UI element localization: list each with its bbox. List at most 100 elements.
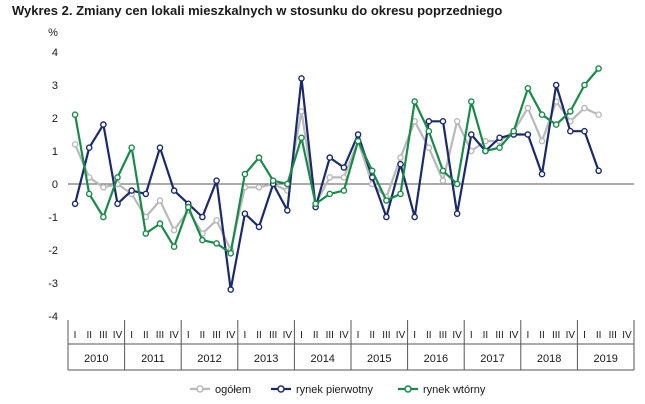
legend-label: rynek pierwotny — [296, 384, 374, 396]
quarter-tick-label: II — [313, 330, 319, 341]
data-point — [538, 137, 546, 145]
data-point — [552, 121, 560, 128]
series-layer — [71, 65, 602, 293]
legend-item: rynek wtórny — [398, 384, 486, 396]
data-point — [156, 197, 164, 204]
data-point — [213, 216, 220, 224]
data-point — [496, 134, 503, 142]
quarter-tick-label: III — [156, 330, 164, 341]
data-point — [100, 121, 107, 128]
year-tick-label: 2013 — [254, 353, 278, 365]
y-tick-label: -3 — [48, 278, 58, 290]
y-tick-label: 2 — [52, 113, 58, 125]
year-tick-label: 2019 — [593, 353, 617, 365]
data-point — [538, 170, 546, 178]
data-point — [383, 213, 390, 221]
data-point — [467, 131, 475, 138]
data-point — [524, 131, 532, 138]
year-tick-label: 2017 — [480, 353, 504, 365]
year-tick-label: 2015 — [367, 353, 391, 365]
series-rynek-wtórny — [71, 65, 602, 257]
data-point — [100, 183, 107, 191]
quarter-tick-label: I — [243, 330, 246, 341]
data-point — [439, 167, 447, 175]
quarter-tick-label: II — [483, 330, 489, 341]
quarter-tick-label: III — [326, 330, 334, 341]
data-point — [368, 167, 376, 175]
data-point — [71, 200, 79, 208]
quarter-tick-label: I — [357, 330, 360, 341]
y-tick-label: 1 — [52, 146, 58, 158]
data-point — [170, 243, 178, 250]
data-point — [411, 213, 418, 221]
data-point — [71, 111, 79, 118]
data-point — [298, 75, 305, 82]
data-point — [284, 180, 291, 188]
data-point — [425, 144, 433, 151]
data-point — [354, 137, 362, 145]
quarter-tick-label: I — [413, 330, 416, 341]
data-point — [552, 81, 560, 89]
data-point — [156, 220, 164, 227]
data-point — [142, 230, 150, 237]
data-point — [510, 127, 518, 135]
data-point — [326, 154, 334, 161]
data-point — [425, 118, 433, 125]
quarter-tick-label: I — [130, 330, 133, 341]
data-point — [467, 98, 475, 105]
data-point — [340, 174, 348, 181]
quarter-tick-label: I — [187, 330, 190, 341]
data-point — [128, 144, 135, 151]
data-point — [581, 104, 588, 112]
quarter-tick-label: II — [143, 330, 149, 341]
quarter-tick-label: IV — [396, 330, 406, 341]
quarter-tick-label: I — [583, 330, 586, 341]
data-point — [114, 174, 121, 181]
quarter-tick-label: IV — [566, 330, 576, 341]
quarter-tick-label: IV — [113, 330, 123, 341]
data-point — [156, 144, 164, 151]
data-point — [326, 190, 334, 198]
quarter-tick-label: IV — [283, 330, 293, 341]
quarter-tick-label: II — [369, 330, 375, 341]
quarter-tick-label: I — [526, 330, 529, 341]
data-point — [453, 118, 461, 125]
quarter-tick-label: IV — [509, 330, 519, 341]
data-point — [397, 160, 404, 168]
year-tick-label: 2012 — [197, 353, 221, 365]
data-point — [255, 183, 263, 191]
quarter-tick-label: I — [300, 330, 303, 341]
legend: ogółem rynek pierwotny rynek wtórny — [190, 384, 486, 396]
quarter-tick-label: IV — [622, 330, 632, 341]
data-point — [581, 127, 588, 135]
data-point — [340, 187, 348, 194]
quarter-tick-label: II — [86, 330, 92, 341]
quarter-tick-label: I — [74, 330, 77, 341]
quarter-tick-label: II — [596, 330, 602, 341]
data-point — [354, 131, 362, 138]
data-point — [241, 210, 249, 217]
data-point — [255, 154, 263, 161]
data-point — [439, 177, 447, 184]
data-point — [482, 147, 489, 155]
chart-title: Wykres 2. Zmiany cen lokali mieszkalnych… — [12, 3, 503, 18]
year-tick-label: 2010 — [84, 353, 108, 365]
year-tick-label: 2014 — [310, 353, 334, 365]
quarter-tick-label: III — [212, 330, 220, 341]
data-point — [227, 249, 235, 257]
data-point — [425, 127, 433, 135]
data-point — [595, 65, 602, 72]
data-point — [397, 154, 404, 161]
quarter-tick-label: IV — [226, 330, 236, 341]
data-point — [227, 286, 235, 293]
legend-item: ogółem — [190, 384, 251, 396]
quarter-tick-label: II — [200, 330, 206, 341]
quarter-tick-label: IV — [452, 330, 462, 341]
y-axis-ticks: -4 -3 -2 -1 0 1 2 3 4 — [48, 47, 58, 323]
data-point — [184, 203, 192, 211]
data-point — [326, 174, 334, 181]
y-tick-label: -2 — [48, 245, 58, 257]
legend-swatch-marker — [277, 385, 285, 393]
data-point — [213, 240, 220, 247]
